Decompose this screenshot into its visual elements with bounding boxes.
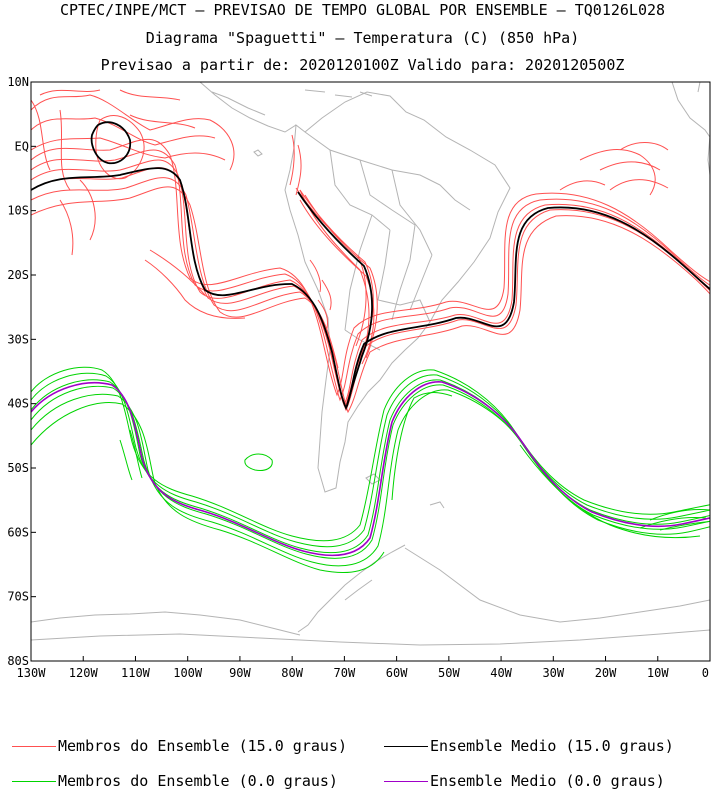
map-contents: [31, 82, 710, 646]
mean-15-contour: [31, 121, 710, 411]
lon-tick-label: 40W: [490, 666, 512, 680]
lon-tick-label: 0: [702, 666, 709, 680]
members-15-contours: [31, 89, 710, 414]
green-member-3: [31, 372, 710, 548]
legend-swatch-members-0: [12, 780, 56, 782]
africa-coastline: [671, 82, 710, 179]
legend-swatch-mean-0: [384, 780, 428, 782]
antarctica-ice-shelf: [31, 629, 710, 646]
green-member-7: [119, 429, 273, 481]
antarctica-coastline: [31, 547, 710, 636]
country-borders: [304, 131, 471, 351]
lat-tick-label: 40S: [7, 397, 29, 411]
south-georgia: [429, 501, 445, 509]
antarctic-peninsula: [297, 544, 406, 633]
lat-tick-label: 30S: [7, 332, 29, 346]
red-member-9: [559, 142, 669, 196]
lon-tick-label: 80W: [281, 666, 303, 680]
black-mean-loop: [90, 121, 132, 165]
lat-tick-label: 20S: [7, 268, 29, 282]
legend-members-15: Membros do Ensemble (15.0 graus): [12, 736, 347, 756]
spaghetti-map: 10N EQ 10S 20S 30S 40S 50S 60S 70S 80S 130W 120W 11…: [7, 75, 711, 680]
legend-label-mean-15: Ensemble Medio (15.0 graus): [430, 737, 674, 755]
coastlines: [31, 82, 710, 646]
lon-tick-label: 90W: [229, 666, 251, 680]
title-line-3: Previsao a partir de: 2020120100Z Valido…: [100, 56, 625, 74]
legend-label-mean-0: Ensemble Medio (0.0 graus): [430, 772, 665, 790]
legend-mean-0: Ensemble Medio (0.0 graus): [384, 771, 665, 791]
galapagos-islands: [253, 149, 263, 157]
red-member-7: [31, 89, 235, 191]
falkland-islands: [365, 473, 381, 485]
legend-row-15: Membros do Ensemble (15.0 graus) Ensembl…: [0, 736, 725, 756]
longitude-axis: 130W 120W 110W 100W 90W 80W 70W 60W 50W 40W 30W 20W…: [17, 656, 711, 680]
lat-tick-label: 70S: [7, 590, 29, 604]
lat-tick-label: 60S: [7, 525, 29, 539]
lon-tick-label: 130W: [17, 666, 47, 680]
red-member-2: [31, 167, 710, 412]
mean-0-contour: [31, 381, 710, 557]
legend-mean-15: Ensemble Medio (15.0 graus): [384, 736, 674, 756]
title-line-1: CPTEC/INPE/MCT – PREVISAO DE TEMPO GLOBA…: [59, 1, 666, 19]
red-member-5: [31, 138, 710, 397]
lon-tick-label: 20W: [595, 666, 617, 680]
caribbean-islands: [304, 89, 373, 98]
title-line-2: Diagrama "Spaguetti" – Temperatura (C) (…: [145, 29, 580, 47]
legend-swatch-members-15: [12, 745, 56, 747]
lon-tick-label: 110W: [121, 666, 151, 680]
lat-tick-label: 50S: [7, 461, 29, 475]
legend-swatch-mean-15: [384, 745, 428, 747]
black-mean-andes: [297, 191, 373, 407]
green-member-2: [31, 384, 710, 559]
lat-tick-label: EQ: [15, 139, 29, 153]
latitude-axis: 10N EQ 10S 20S 30S 40S 50S 60S 70S 80S: [7, 75, 36, 668]
lon-tick-label: 10W: [647, 666, 669, 680]
black-mean-main: [31, 167, 710, 411]
legend-label-members-15: Membros do Ensemble (15.0 graus): [58, 737, 347, 755]
legend-row-0: Membros do Ensemble (0.0 graus) Ensemble…: [0, 771, 725, 791]
red-member-10: [289, 134, 332, 333]
lon-tick-label: 50W: [438, 666, 460, 680]
lat-tick-label: 10N: [7, 75, 29, 89]
lon-tick-label: 100W: [173, 666, 203, 680]
lon-tick-label: 30W: [542, 666, 564, 680]
lon-tick-label: 70W: [334, 666, 356, 680]
red-member-3: [31, 149, 710, 402]
red-member-4: [31, 177, 710, 414]
red-member-8: [59, 115, 246, 319]
lon-tick-label: 60W: [386, 666, 408, 680]
green-member-6: [31, 392, 701, 573]
central-america-coastline: [199, 82, 297, 133]
lon-tick-label: 120W: [69, 666, 99, 680]
legend-label-members-0: Membros do Ensemble (0.0 graus): [58, 772, 338, 790]
red-member-6: [31, 186, 375, 369]
green-member-1: [31, 379, 710, 554]
green-member-4: [31, 389, 710, 567]
purple-mean-main: [31, 381, 710, 557]
legend-members-0: Membros do Ensemble (0.0 graus): [12, 771, 338, 791]
south-america-coastline: [284, 91, 511, 493]
lat-tick-label: 10S: [7, 204, 29, 218]
members-0-contours: [31, 366, 710, 573]
lat-tick-label: 80S: [7, 654, 29, 668]
map-frame: [30, 81, 711, 662]
green-member-5: [31, 366, 710, 542]
